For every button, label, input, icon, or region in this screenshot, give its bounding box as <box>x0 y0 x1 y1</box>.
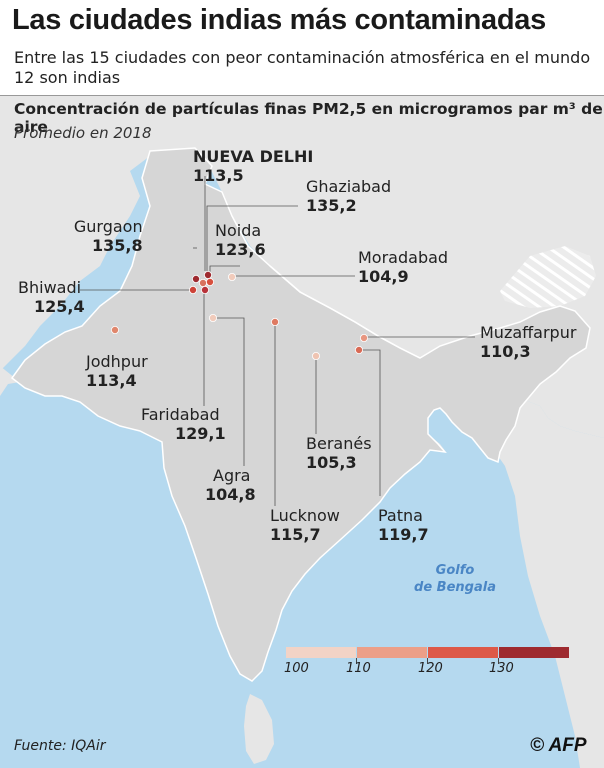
city-label-bhiwadi: Bhiwadi 125,4 <box>18 278 85 316</box>
city-dots <box>111 270 368 360</box>
dot-lucknow <box>270 317 279 326</box>
legend-tick <box>356 658 357 664</box>
nepal-border <box>269 265 421 359</box>
sri-lanka <box>244 694 274 764</box>
east-land <box>410 358 604 768</box>
legend-tick-label-110: 110 <box>346 661 371 676</box>
city-label-moradabad: Moradabad 104,9 <box>358 248 448 286</box>
city-value: 105,3 <box>306 453 357 472</box>
dot-moradabad <box>227 272 236 281</box>
gulf-label-line2: de Bengala <box>414 580 496 595</box>
page-title: Las ciudades indias más contaminadas <box>12 4 546 36</box>
city-name: Patna <box>378 506 423 525</box>
dot-agra <box>208 313 217 322</box>
city-name: Moradabad <box>358 248 449 267</box>
city-name: Bhiwadi <box>18 278 82 297</box>
city-value: 129,1 <box>175 424 226 443</box>
city-label-nueva-delhi: NUEVA DELHI 113,5 <box>193 147 313 185</box>
dot-faridabad <box>200 285 209 294</box>
afp-logo: © AFP <box>530 735 587 756</box>
city-value: 135,2 <box>306 196 357 215</box>
legend-tick-label-100: 100 <box>284 661 309 676</box>
india-map <box>0 96 604 768</box>
map-title: Concentración de partículas finas PM2,5 … <box>14 100 603 136</box>
dot-muzaffarpur <box>359 333 368 342</box>
city-label-agra: Agra 104,8 <box>205 466 256 504</box>
legend-swatch-110 <box>357 647 427 658</box>
legend-swatch-130 <box>499 647 569 658</box>
city-name: Beranés <box>306 434 372 453</box>
dot-jodhpur <box>111 325 120 334</box>
city-value: 123,6 <box>215 240 266 259</box>
city-value: 110,3 <box>480 342 531 361</box>
city-name: Jodhpur <box>86 352 148 371</box>
leader-agra <box>214 317 245 466</box>
legend-tick-label-120: 120 <box>418 661 443 676</box>
dot-noida <box>205 277 214 286</box>
leader-ghaziabad <box>206 205 298 273</box>
page-subtitle: Entre las 15 ciudades con peor contamina… <box>14 48 591 87</box>
divider <box>0 95 604 96</box>
dot-bhiwadi <box>188 285 197 294</box>
city-value: 104,8 <box>205 485 256 504</box>
city-name: Agra <box>213 466 251 485</box>
leader-lines <box>80 176 475 506</box>
source-note: Fuente: IQAir <box>14 738 106 754</box>
city-value: 113,4 <box>86 371 137 390</box>
legend-tick <box>427 658 428 664</box>
city-label-ghaziabad: Ghaziabad 135,2 <box>306 177 391 215</box>
city-label-patna: Patna 119,7 <box>378 506 429 544</box>
dot-nueva-delhi <box>198 278 207 287</box>
city-name: Ghaziabad <box>306 177 392 196</box>
city-name: Lucknow <box>270 506 340 525</box>
city-label-gurgaon: Gurgaon 135,8 <box>70 217 143 255</box>
city-label-faridabad: Faridabad 129,1 <box>141 405 226 443</box>
city-name: Gurgaon <box>73 217 143 236</box>
dot-beranes <box>311 351 320 360</box>
leader-patna <box>359 349 381 496</box>
city-label-muzaffarpur: Muzaffarpur 110,3 <box>480 323 576 361</box>
gulf-label: Golfo de Bengala <box>405 562 505 596</box>
city-value: 135,8 <box>92 236 143 255</box>
city-name: Noida <box>215 221 262 240</box>
city-name: Faridabad <box>141 405 220 424</box>
dot-ghaziabad <box>203 270 212 279</box>
city-value: 119,7 <box>378 525 429 544</box>
city-name: NUEVA DELHI <box>193 147 314 166</box>
city-value: 125,4 <box>34 297 85 316</box>
legend-tick <box>498 658 499 664</box>
city-value: 115,7 <box>270 525 321 544</box>
city-label-lucknow: Lucknow 115,7 <box>270 506 340 544</box>
dot-patna <box>354 345 363 354</box>
india-land <box>10 147 591 682</box>
city-value: 104,9 <box>358 267 409 286</box>
city-name: Muzaffarpur <box>480 323 577 342</box>
disputed-area <box>500 246 596 308</box>
city-label-jodhpur: Jodhpur 113,4 <box>86 352 148 390</box>
map-subtitle: Promedio en 2018 <box>14 124 152 142</box>
city-label-beranes: Beranés 105,3 <box>306 434 372 472</box>
city-value: 113,5 <box>193 166 244 185</box>
legend-swatch-120 <box>428 647 498 658</box>
city-label-noida: Noida 123,6 <box>215 221 266 259</box>
gulf-label-line1: Golfo <box>435 563 475 578</box>
legend-swatch-100 <box>286 647 356 658</box>
pakistan-coast <box>0 366 20 396</box>
legend-tick-label-130: 130 <box>489 661 514 676</box>
header: Las ciudades indias más contaminadas Ent… <box>0 0 604 95</box>
dot-gurgaon <box>191 274 200 283</box>
